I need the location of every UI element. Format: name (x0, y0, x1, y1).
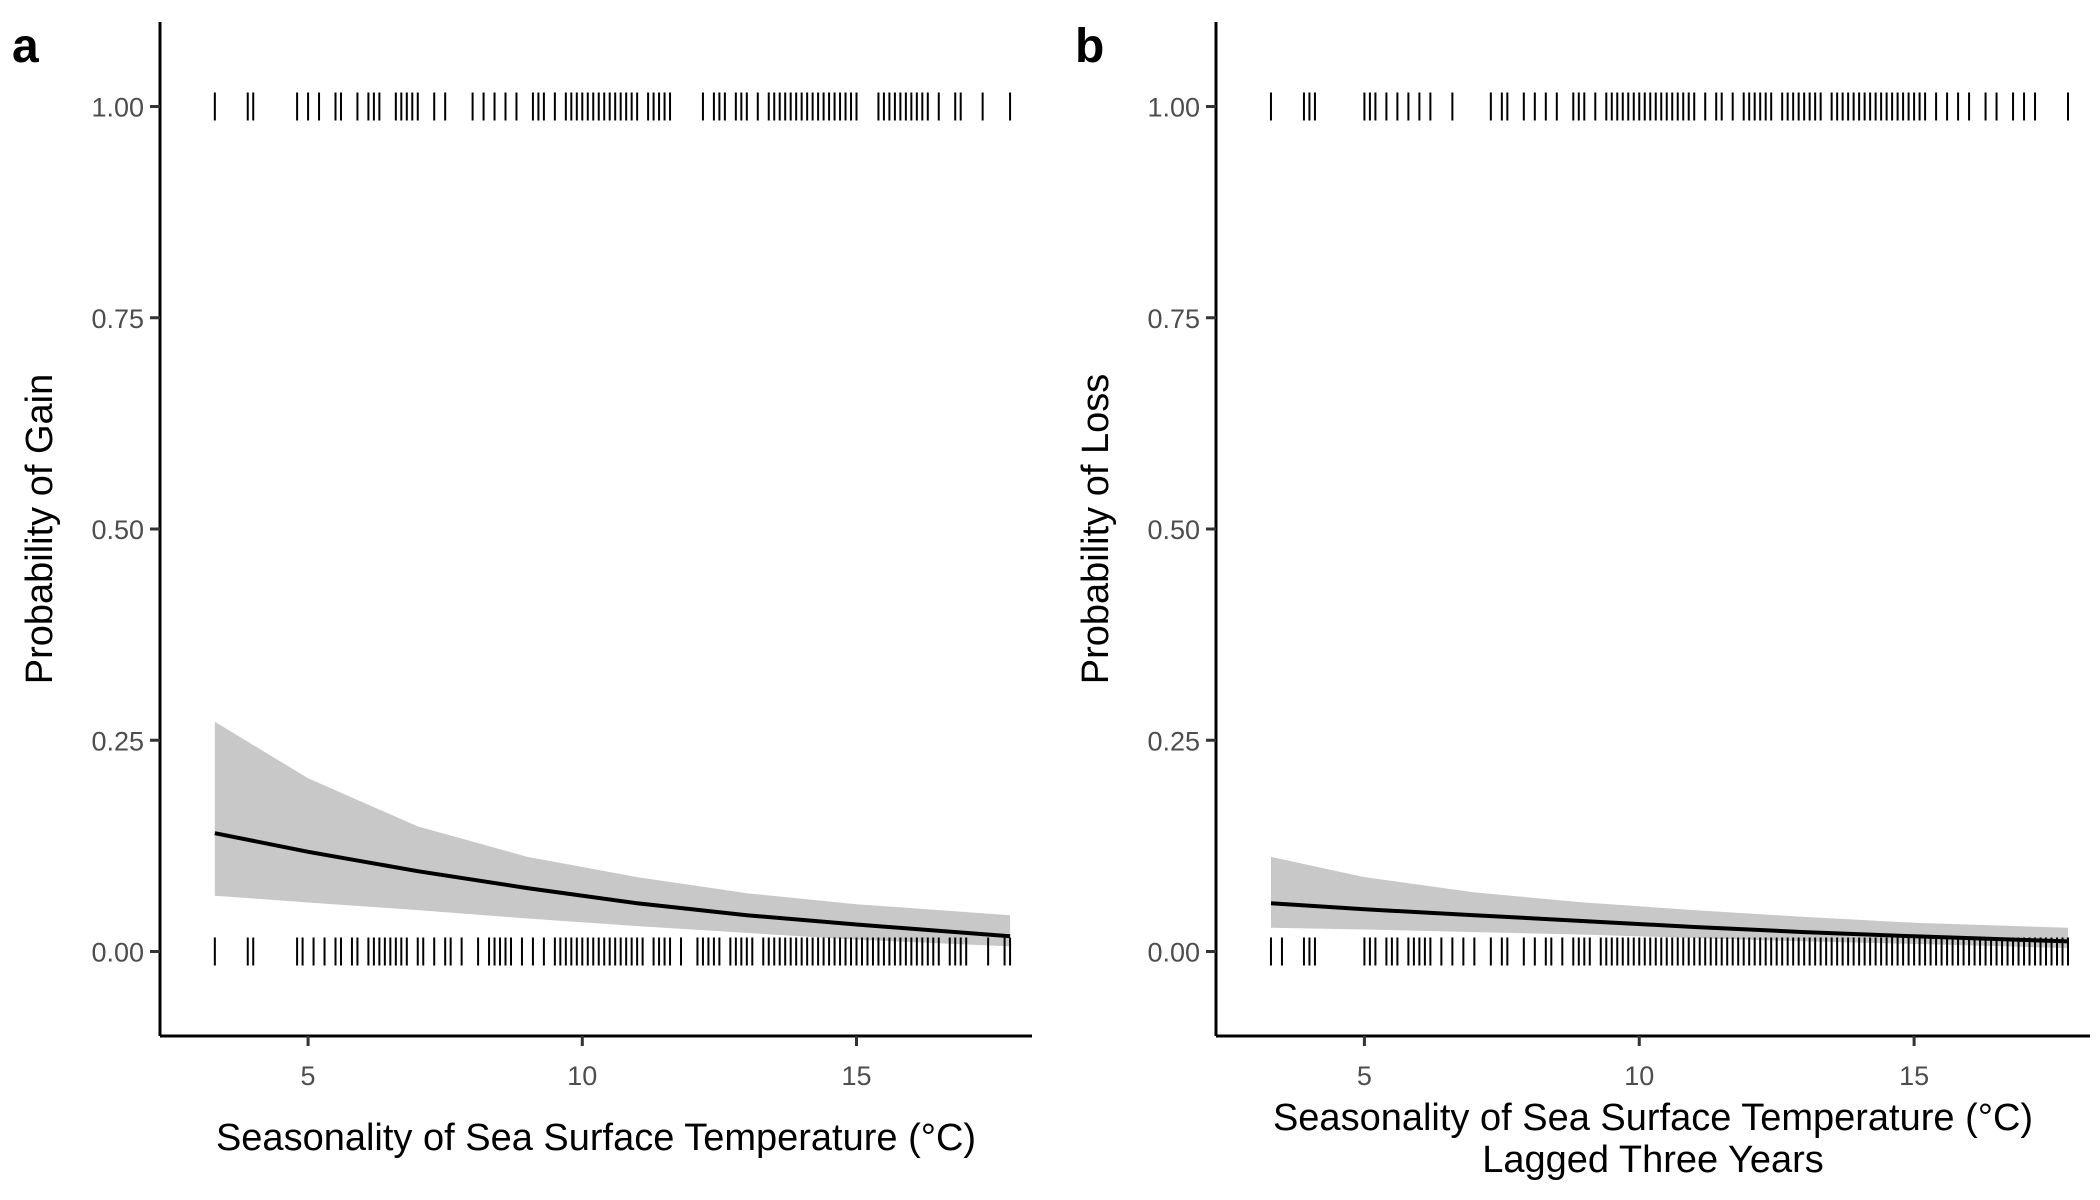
rug-top (213, 92, 1012, 121)
x-axis-title: Lagged Three Years (1482, 1139, 1824, 1181)
y-axis-title: Probability of Gain (19, 374, 61, 685)
y-tick-label: 0.75 (91, 304, 144, 334)
x-axis-title: Seasonality of Sea Surface Temperature (… (1273, 1097, 2033, 1139)
y-tick-label: 0.00 (91, 938, 144, 968)
x-tick-label: 15 (1899, 1061, 1929, 1091)
y-tick-label: 0.00 (1147, 938, 1200, 968)
y-tick-label: 0.75 (1147, 304, 1200, 334)
x-tick-label: 10 (567, 1061, 597, 1091)
panel-label-a: a (12, 20, 39, 73)
y-tick-label: 0.25 (91, 726, 144, 756)
fit-line (214, 831, 1011, 939)
rug-top (1269, 92, 2070, 121)
confidence-ribbon (214, 721, 1011, 947)
y-tick-label: 0.50 (1147, 515, 1200, 545)
rug-bottom (1269, 937, 2070, 966)
rug-bottom (213, 937, 1012, 966)
y-tick-label: 1.00 (91, 93, 144, 123)
y-axis-title: Probability of Loss (1075, 374, 1117, 685)
y-tick-label: 1.00 (1147, 93, 1200, 123)
panel-b: b 0.00 0.25 0.50 0.75 1.00 5 10 15 Seasonality o… (1075, 20, 2090, 1181)
x-tick-label: 5 (301, 1061, 316, 1091)
x-tick-label: 15 (841, 1061, 871, 1091)
panel-label-b: b (1075, 20, 1104, 73)
y-tick-label: 0.50 (91, 515, 144, 545)
y-tick-label: 0.25 (1147, 726, 1200, 756)
confidence-ribbon (1271, 856, 2068, 949)
x-axis-title: Seasonality of Sea Surface Temperature (… (216, 1117, 976, 1159)
x-tick-label: 5 (1357, 1061, 1372, 1091)
x-tick-label: 10 (1624, 1061, 1654, 1091)
panel-a: a 0.00 0.25 0.50 0.75 1.00 5 10 15 Seasonality o… (12, 20, 1032, 1159)
fit-line (1270, 901, 2069, 944)
